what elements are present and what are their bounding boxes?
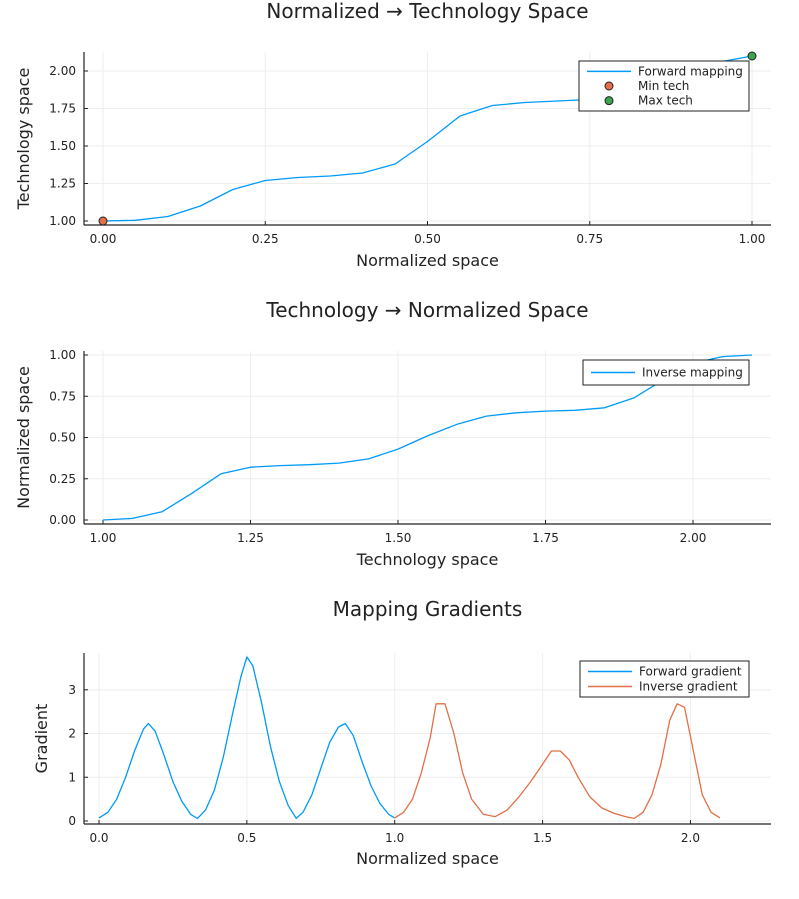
x-tick-label: 0.5 xyxy=(237,831,256,845)
legend-swatch xyxy=(604,96,614,106)
legend-box xyxy=(579,660,750,698)
x-tick-label: 1.5 xyxy=(533,831,552,845)
y-tick-label: 1.25 xyxy=(49,177,76,191)
y-tick-label: 0.75 xyxy=(49,389,76,403)
y-tick-label: 1 xyxy=(68,770,76,784)
chart-title: Normalized → Technology Space xyxy=(266,0,588,23)
data-point-max-tech xyxy=(747,51,757,61)
x-tick-label: 0.0 xyxy=(89,831,108,845)
x-tick-label: 1.50 xyxy=(385,531,412,545)
y-tick-label: 0.25 xyxy=(49,472,76,486)
chart-3: 0.0 0.5 1.0 1.5 2.0 0 1 2 3 Mapping Gradients Norm… xyxy=(32,597,771,868)
chart-2: 1.00 1.25 1.50 1.75 2.00 0.00 0.25 0.50 0.75 1.00… xyxy=(14,298,771,569)
legend-label: Min tech xyxy=(638,79,689,93)
y-tick-label: 1.00 xyxy=(49,348,76,362)
legend-label: Inverse gradient xyxy=(639,680,738,694)
x-tick-label: 1.00 xyxy=(90,531,117,545)
chart-title: Mapping Gradients xyxy=(333,597,523,621)
y-tick-label: 1.50 xyxy=(49,139,76,153)
x-tick-label: 2.0 xyxy=(681,831,700,845)
y-tick-label: 0 xyxy=(68,814,76,828)
y-tick-label: 3 xyxy=(68,683,76,697)
x-tick-label: 1.25 xyxy=(237,531,264,545)
y-tick-label: 2 xyxy=(68,727,76,741)
y-axis-label: Gradient xyxy=(32,704,51,774)
y-tick-label: 0.00 xyxy=(49,513,76,527)
x-axis-label: Normalized space xyxy=(356,251,499,270)
legend-swatch xyxy=(604,81,614,91)
legend-label: Forward gradient xyxy=(639,665,742,679)
x-tick-label: 2.00 xyxy=(680,531,707,545)
y-tick-label: 0.50 xyxy=(49,431,76,445)
y-tick-label: 1.75 xyxy=(49,102,76,116)
series-line-forward-gradient xyxy=(98,656,396,820)
chart-title: Technology → Normalized Space xyxy=(265,298,588,322)
y-axis-label: Normalized space xyxy=(14,366,33,509)
x-tick-label: 1.00 xyxy=(739,232,766,246)
y-axis-label: Technology space xyxy=(14,68,33,211)
chart-1: 0.00 0.25 0.50 0.75 1.00 1.00 1.25 1.50 1.75 2.00… xyxy=(14,0,771,270)
y-tick-label: 1.00 xyxy=(49,214,76,228)
x-tick-label: 0.50 xyxy=(414,232,441,246)
x-tick-label: 0.25 xyxy=(252,232,279,246)
x-tick-label: 1.75 xyxy=(532,531,559,545)
series-line-inverse-gradient xyxy=(394,703,721,820)
legend-label: Max tech xyxy=(638,94,693,108)
x-tick-label: 1.0 xyxy=(385,831,404,845)
legend-label: Inverse mapping xyxy=(642,366,743,380)
x-axis-label: Technology space xyxy=(356,550,499,569)
series-line-inverse-mapping xyxy=(102,354,753,521)
x-tick-label: 0.00 xyxy=(90,232,117,246)
x-tick-label: 0.75 xyxy=(576,232,603,246)
y-tick-label: 2.00 xyxy=(49,64,76,78)
x-axis-label: Normalized space xyxy=(356,849,499,868)
legend-label: Forward mapping xyxy=(638,64,743,78)
data-point-min-tech xyxy=(98,216,108,226)
legend: Inverse mapping xyxy=(582,359,750,386)
